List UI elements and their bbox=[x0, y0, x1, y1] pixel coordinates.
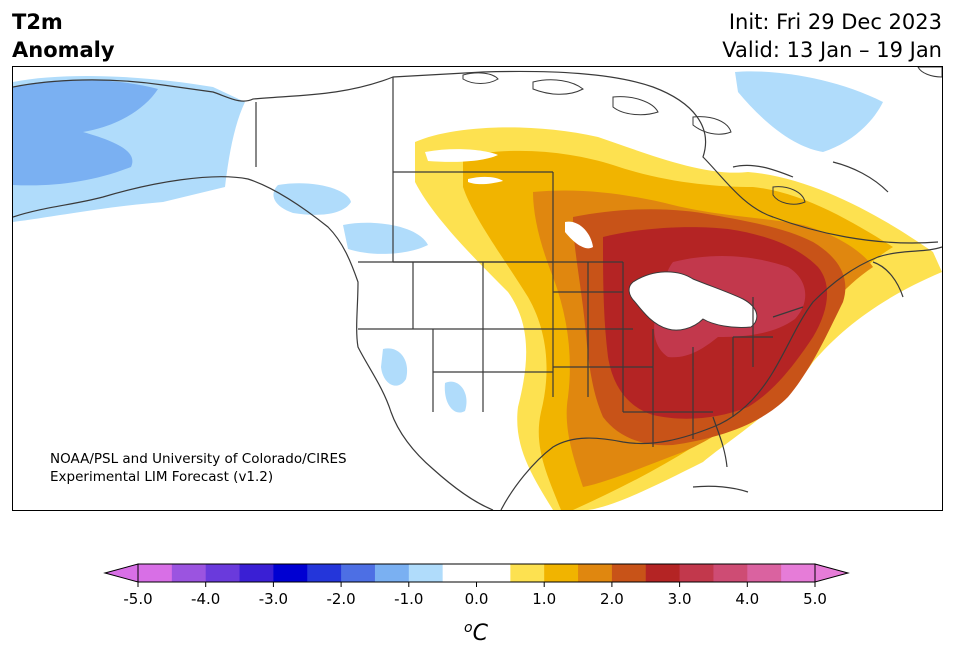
colorbar-cell bbox=[341, 564, 376, 582]
colorbar-cell bbox=[713, 564, 748, 582]
manitoba-white-patch bbox=[565, 221, 593, 249]
colorbar-cell bbox=[510, 564, 545, 582]
valid-date: Valid: 13 Jan – 19 Jan bbox=[722, 38, 942, 62]
colorbar-cell bbox=[747, 564, 782, 582]
colorbar-cell bbox=[578, 564, 613, 582]
colorbar-cell bbox=[611, 564, 647, 582]
colorbar-tick-label: -1.0 bbox=[394, 590, 423, 608]
colorbar-cell bbox=[408, 564, 444, 582]
colorbar-tick-label: 0.0 bbox=[465, 590, 489, 608]
colorbar-tick-label: 4.0 bbox=[735, 590, 759, 608]
colorbar-ticks: -5.0 -4.0 -3.0 -2.0 -1.0 0.0 1.0 2.0 3.0 4.0 5.0 bbox=[123, 582, 827, 608]
colorbar-cell bbox=[239, 564, 274, 582]
anomaly-map: NOAA/PSL and University of Colorado/CIRE… bbox=[12, 66, 943, 511]
prairie-cold-anomaly bbox=[343, 222, 428, 254]
colorbar-cell bbox=[138, 564, 173, 582]
colorbar-cell bbox=[273, 564, 308, 582]
title-line-2: Anomaly bbox=[12, 38, 115, 62]
colorbar-cell bbox=[645, 564, 681, 582]
arctic-islands bbox=[462, 67, 942, 205]
colorbar-tick-label: -3.0 bbox=[259, 590, 288, 608]
colorbar: -5.0 -4.0 -3.0 -2.0 -1.0 0.0 1.0 2.0 3.0 4.0 5.0 o… bbox=[0, 556, 953, 656]
colorbar-cell bbox=[307, 564, 342, 582]
great-lakes-water bbox=[628, 271, 758, 331]
northwest-canada-cold-anomaly bbox=[273, 183, 351, 215]
credit-line-1: NOAA/PSL and University of Colorado/CIRE… bbox=[50, 451, 347, 467]
colorbar-cell bbox=[442, 564, 477, 582]
colorbar-tick-label: -4.0 bbox=[191, 590, 220, 608]
colorbar-cells bbox=[138, 564, 816, 582]
init-date: Init: Fri 29 Dec 2023 bbox=[728, 10, 942, 34]
colorbar-cell bbox=[781, 564, 816, 582]
forecast-dates: Init: Fri 29 Dec 2023 Valid: 13 Jan – 19… bbox=[722, 8, 942, 64]
colorbar-tick-label: -5.0 bbox=[123, 590, 152, 608]
colorbar-tick-label: -2.0 bbox=[326, 590, 355, 608]
southwest-cold-anomaly bbox=[381, 348, 408, 386]
hudson-white-patch bbox=[468, 176, 503, 185]
alaska-cold-core bbox=[13, 79, 158, 186]
colorbar-under-arrow bbox=[103, 563, 139, 583]
credit-line-2: Experimental LIM Forecast (v1.2) bbox=[50, 469, 273, 485]
land-outlines bbox=[13, 70, 942, 510]
colorbar-tick-label: 5.0 bbox=[803, 590, 827, 608]
map-canvas: NOAA/PSL and University of Colorado/CIRE… bbox=[13, 67, 942, 510]
colorbar-cell bbox=[544, 564, 579, 582]
colorbar-tick-label: 2.0 bbox=[600, 590, 624, 608]
colorbar-tick-label: 1.0 bbox=[532, 590, 556, 608]
colorbar-cell bbox=[476, 564, 511, 582]
colorbar-cell bbox=[205, 564, 241, 582]
colorbar-svg: -5.0 -4.0 -3.0 -2.0 -1.0 0.0 1.0 2.0 3.0 4.0 5.0 o… bbox=[103, 563, 850, 646]
colorbar-cell bbox=[171, 564, 207, 582]
greenland-cold-anomaly bbox=[735, 71, 883, 152]
canada-white-patch bbox=[425, 149, 498, 162]
colorbar-over-arrow bbox=[814, 563, 850, 583]
colorbar-cell bbox=[679, 564, 714, 582]
colorbar-cell bbox=[374, 564, 410, 582]
colorbar-unit-label: oC bbox=[464, 620, 489, 646]
texas-cold-anomaly bbox=[444, 381, 467, 413]
map-title: T2m Anomaly bbox=[12, 8, 115, 64]
colorbar-tick-label: 3.0 bbox=[668, 590, 692, 608]
title-line-1: T2m bbox=[12, 10, 63, 34]
